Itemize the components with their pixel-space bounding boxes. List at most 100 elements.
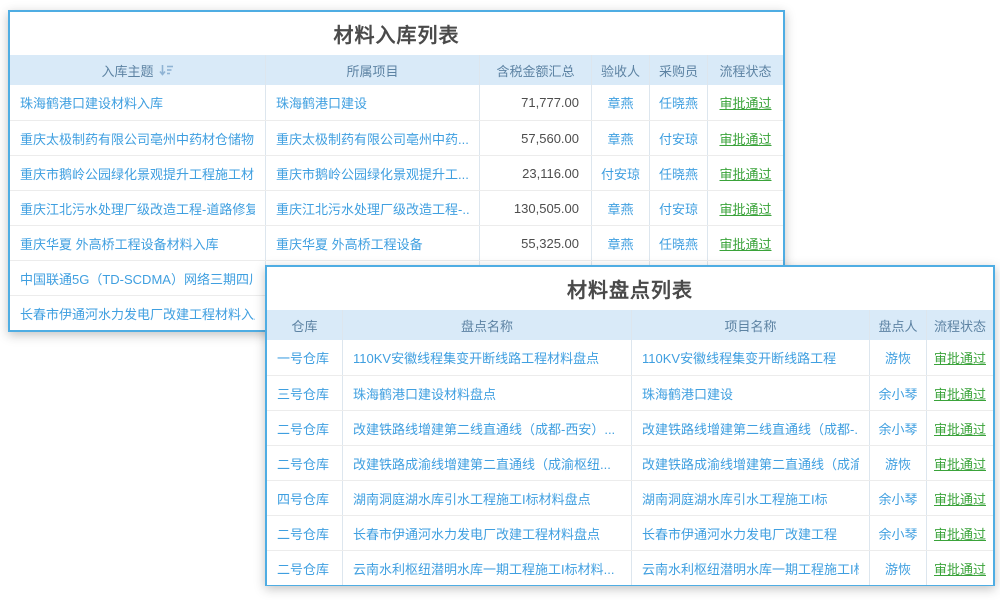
header-inbound-purchaser: 采购员 [649,55,707,85]
inbound-table-header: 入库主题 所属项目 含税金额汇总 验收人 采购员 流程状态 [10,55,783,85]
inbound-subject-link[interactable]: 重庆市鹅岭公园绿化景观提升工程施工材... [20,166,255,182]
sort-amount-icon[interactable] [158,64,174,76]
header-inbound-amount: 含税金额汇总 [479,55,591,85]
inventory-table-body: 一号仓库 110KV安徽线程集变开断线路工程材料盘点 110KV安徽线程集变开断… [267,340,993,585]
inbound-project-link[interactable]: 重庆江北污水处理厂级改造工程-... [276,201,469,217]
inventory-name-link[interactable]: 湖南洞庭湖水库引水工程施工I标材料盘点 [353,491,591,507]
inspector-cell: 游恢 [869,340,926,375]
inbound-subject-link[interactable]: 重庆江北污水处理厂级改造工程-道路修复... [20,201,255,217]
status-link[interactable]: 审批通过 [719,236,772,252]
status-link[interactable]: 审批通过 [933,456,986,472]
table-row: 一号仓库 110KV安徽线程集变开断线路工程材料盘点 110KV安徽线程集变开断… [267,340,993,375]
header-inventory-name: 盘点名称 [342,310,631,340]
warehouse-cell: 一号仓库 [277,351,330,366]
header-inbound-subject[interactable]: 入库主题 [10,55,265,85]
amount-cell: 57,560.00 [479,121,591,155]
inventory-name-link[interactable]: 110KV安徽线程集变开断线路工程材料盘点 [353,351,600,366]
amount-cell: 71,777.00 [479,85,591,120]
inbound-subject-link[interactable]: 重庆华夏 外高桥工程设备材料入库 [20,236,219,252]
table-row: 重庆江北污水处理厂级改造工程-道路修复... 重庆江北污水处理厂级改造工程-..… [10,190,783,225]
status-link[interactable]: 审批通过 [933,526,986,542]
inventory-project-link[interactable]: 珠海鹤港口建设 [642,386,734,402]
inventory-name-link[interactable]: 改建铁路线增建第二线直通线（成都-西安）... [353,421,616,437]
inventory-table-title: 材料盘点列表 [267,267,993,310]
inventory-name-link[interactable]: 长春市伊通河水力发电厂改建工程材料盘点 [353,526,601,542]
table-row: 四号仓库 湖南洞庭湖水库引水工程施工I标材料盘点 湖南洞庭湖水库引水工程施工I标… [267,480,993,515]
table-row: 三号仓库 珠海鹤港口建设材料盘点 珠海鹤港口建设 余小琴 审批通过 [267,375,993,410]
inspector-cell: 游恢 [869,551,926,585]
status-link[interactable]: 审批通过 [933,386,986,402]
table-row: 重庆华夏 外高桥工程设备材料入库 重庆华夏 外高桥工程设备 55,325.00 … [10,225,783,260]
status-link[interactable]: 审批通过 [719,166,772,182]
inbound-subject-link[interactable]: 中国联通5G（TD-SCDMA）网络三期四川... [20,271,255,287]
status-link[interactable]: 审批通过 [719,131,772,147]
status-link[interactable]: 审批通过 [933,561,986,577]
table-row: 二号仓库 长春市伊通河水力发电厂改建工程材料盘点 长春市伊通河水力发电厂改建工程… [267,515,993,550]
header-inbound-acceptor: 验收人 [591,55,649,85]
amount-cell: 23,116.00 [479,156,591,190]
inventory-table-panel: 材料盘点列表 仓库 盘点名称 项目名称 盘点人 流程状态 一号仓库 110KV安… [265,265,995,586]
warehouse-cell: 二号仓库 [277,421,330,437]
inspector-cell: 余小琴 [869,516,926,550]
inspector-cell: 游恢 [869,446,926,480]
inbound-subject-link[interactable]: 珠海鹤港口建设材料入库 [20,96,164,111]
amount-cell: 55,325.00 [479,226,591,260]
inventory-name-link[interactable]: 改建铁路成渝线增建第二直通线（成渝枢纽... [353,456,611,472]
header-inventory-project: 项目名称 [631,310,869,340]
table-row: 珠海鹤港口建设材料入库 珠海鹤港口建设 71,777.00 章燕 任晓燕 审批通… [10,85,783,120]
inventory-project-link[interactable]: 改建铁路成渝线增建第二直通线（成渝... [642,456,859,472]
inbound-table-panel: 材料入库列表 入库主题 所属项目 含税金额汇总 验收人 采购员 流程状态 珠海鹤… [8,10,785,332]
purchaser-cell: 任晓燕 [649,85,707,120]
inbound-table-title: 材料入库列表 [10,12,783,55]
inbound-project-link[interactable]: 重庆太极制药有限公司亳州中药... [276,131,469,147]
purchaser-cell: 付安琼 [649,121,707,155]
warehouse-cell: 二号仓库 [277,561,330,577]
inbound-project-link[interactable]: 珠海鹤港口建设 [276,96,368,111]
inventory-project-link[interactable]: 改建铁路线增建第二线直通线（成都-... [642,421,859,437]
header-inventory-status: 流程状态 [926,310,993,340]
purchaser-cell: 付安琼 [649,191,707,225]
inventory-project-link[interactable]: 云南水利枢纽潜明水库一期工程施工I标 [642,561,859,577]
acceptor-cell: 章燕 [591,191,649,225]
status-link[interactable]: 审批通过 [933,491,986,507]
inventory-project-link[interactable]: 长春市伊通河水力发电厂改建工程 [642,526,838,542]
table-row: 二号仓库 云南水利枢纽潜明水库一期工程施工I标材料... 云南水利枢纽潜明水库一… [267,550,993,585]
table-row: 二号仓库 改建铁路线增建第二线直通线（成都-西安）... 改建铁路线增建第二线直… [267,410,993,445]
header-inventory-inspector: 盘点人 [869,310,926,340]
inspector-cell: 余小琴 [869,411,926,445]
status-link[interactable]: 审批通过 [719,201,772,217]
inventory-project-link[interactable]: 湖南洞庭湖水库引水工程施工I标 [642,491,828,507]
status-link[interactable]: 审批通过 [719,96,772,111]
inspector-cell: 余小琴 [869,481,926,515]
acceptor-cell: 章燕 [591,85,649,120]
inventory-project-link[interactable]: 110KV安徽线程集变开断线路工程 [642,351,837,366]
amount-cell: 130,505.00 [479,191,591,225]
inventory-name-link[interactable]: 珠海鹤港口建设材料盘点 [353,386,497,402]
inspector-cell: 余小琴 [869,376,926,410]
table-row: 重庆市鹅岭公园绿化景观提升工程施工材... 重庆市鹅岭公园绿化景观提升工... … [10,155,783,190]
acceptor-cell: 章燕 [591,226,649,260]
purchaser-cell: 任晓燕 [649,156,707,190]
table-row: 二号仓库 改建铁路成渝线增建第二直通线（成渝枢纽... 改建铁路成渝线增建第二直… [267,445,993,480]
inventory-table-header: 仓库 盘点名称 项目名称 盘点人 流程状态 [267,310,993,340]
inbound-subject-link[interactable]: 重庆太极制药有限公司亳州中药材仓储物... [20,131,255,147]
status-link[interactable]: 审批通过 [933,421,986,437]
warehouse-cell: 四号仓库 [277,491,330,507]
inbound-subject-link[interactable]: 长春市伊通河水力发电厂改建工程材料入库 [20,306,255,322]
warehouse-cell: 三号仓库 [277,386,330,402]
acceptor-cell: 章燕 [591,121,649,155]
table-row: 重庆太极制药有限公司亳州中药材仓储物... 重庆太极制药有限公司亳州中药... … [10,120,783,155]
header-label: 入库主题 [101,63,154,79]
warehouse-cell: 二号仓库 [277,456,330,472]
header-inbound-status: 流程状态 [707,55,783,85]
status-link[interactable]: 审批通过 [933,351,986,366]
inventory-name-link[interactable]: 云南水利枢纽潜明水库一期工程施工I标材料... [353,561,615,577]
purchaser-cell: 任晓燕 [649,226,707,260]
header-inventory-warehouse: 仓库 [291,318,318,334]
inbound-project-link[interactable]: 重庆市鹅岭公园绿化景观提升工... [276,166,469,182]
acceptor-cell: 付安琼 [591,156,649,190]
header-inbound-project: 所属项目 [265,55,479,85]
inbound-project-link[interactable]: 重庆华夏 外高桥工程设备 [276,236,423,252]
warehouse-cell: 二号仓库 [277,526,330,542]
